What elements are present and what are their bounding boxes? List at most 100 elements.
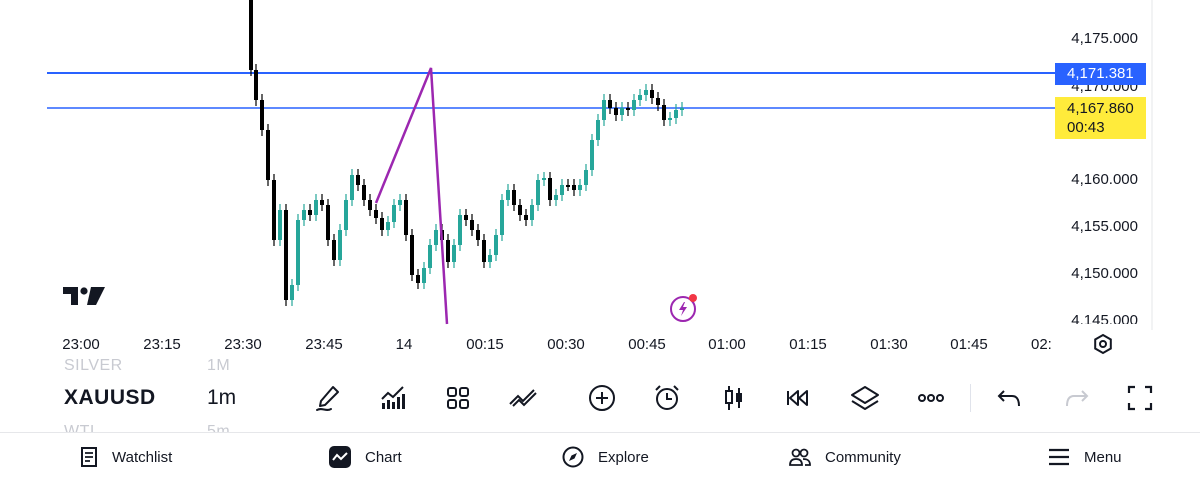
- price-axis-label: 4,150.000: [1071, 265, 1138, 282]
- time-axis-label: 14: [395, 336, 413, 353]
- candle-body: [296, 220, 300, 285]
- candle-body: [464, 215, 468, 220]
- time-axis-label: 00:45: [628, 336, 666, 353]
- candle-body: [249, 0, 253, 70]
- undo-icon[interactable]: [994, 382, 1026, 414]
- candle-body: [674, 110, 678, 118]
- layers-icon[interactable]: [849, 382, 881, 414]
- time-axis-label: 23:00: [62, 336, 100, 353]
- nav-watchlist-label: Watchlist: [112, 448, 173, 466]
- candle-body: [266, 130, 270, 180]
- horizontal-line-price-tag[interactable]: 4,171.381: [1055, 63, 1146, 85]
- candle-body: [344, 200, 348, 230]
- nav-chart[interactable]: Chart: [329, 433, 402, 481]
- layouts-icon[interactable]: [442, 382, 474, 414]
- candle-body: [338, 230, 342, 260]
- time-axis-label: 01:15: [789, 336, 827, 353]
- candle-body: [560, 185, 564, 195]
- candle-body: [302, 210, 306, 220]
- candle-body: [410, 235, 414, 275]
- time-axis-label: 23:15: [143, 336, 181, 353]
- candle-body: [608, 100, 612, 108]
- candle-body: [638, 95, 642, 100]
- menu-icon: [1049, 448, 1069, 466]
- candle-body: [572, 185, 576, 190]
- candle-style-icon[interactable]: [718, 382, 750, 414]
- price-chart[interactable]: [0, 0, 1200, 330]
- candle-body: [578, 185, 582, 190]
- time-axis-label: 23:30: [224, 336, 262, 353]
- candle-body: [386, 222, 390, 230]
- candle-body: [566, 185, 570, 187]
- pencil-icon[interactable]: [313, 382, 345, 414]
- candle-body: [284, 210, 288, 300]
- symbol-selector[interactable]: XAUUSD: [64, 386, 156, 409]
- watchlist-prev-symbol[interactable]: SILVER: [64, 358, 123, 374]
- redo-icon[interactable]: [1060, 382, 1092, 414]
- alert-clock-icon[interactable]: [651, 382, 683, 414]
- candle-body: [644, 90, 648, 95]
- last-price: 4,167.860: [1067, 100, 1134, 117]
- candle-body: [356, 175, 360, 185]
- price-axis-label: 4,160.000: [1071, 171, 1138, 188]
- candle-body: [554, 195, 558, 200]
- watchlist-prev-interval: 1M: [207, 358, 231, 374]
- candle-body: [476, 230, 480, 240]
- candle-body: [332, 240, 336, 260]
- interval-selector[interactable]: 1m: [207, 386, 237, 409]
- candle-body: [680, 108, 684, 110]
- candle-body: [254, 70, 258, 100]
- candle-body: [500, 200, 504, 235]
- bar-countdown: 00:43: [1067, 119, 1105, 136]
- candle-body: [374, 210, 378, 218]
- candle-body: [518, 205, 522, 215]
- nav-community[interactable]: Community: [789, 433, 901, 481]
- candle-body: [650, 90, 654, 98]
- candle-body: [398, 200, 402, 205]
- candle-body: [602, 100, 606, 120]
- compass-icon: [562, 446, 584, 468]
- candle-body: [488, 255, 492, 262]
- candle-body: [452, 245, 456, 262]
- candle-body: [620, 108, 624, 115]
- tradingview-logo: [63, 287, 105, 305]
- candle-body: [326, 205, 330, 240]
- indicators-icon[interactable]: [377, 382, 409, 414]
- time-axis-label: 00:30: [547, 336, 585, 353]
- candle-body: [536, 180, 540, 205]
- flash-icon[interactable]: [668, 292, 700, 324]
- candle-body: [350, 175, 354, 200]
- nav-explore[interactable]: Explore: [562, 433, 649, 481]
- candle-body: [428, 245, 432, 268]
- candle-body: [662, 105, 666, 120]
- candle-body: [416, 275, 420, 283]
- candle-body: [362, 185, 366, 200]
- replay-icon[interactable]: [782, 382, 814, 414]
- time-axis-label: 01:45: [950, 336, 988, 353]
- time-axis-label: 01:30: [870, 336, 908, 353]
- candle-body: [290, 285, 294, 300]
- candle-body: [470, 220, 474, 230]
- nav-watchlist[interactable]: Watchlist: [80, 433, 172, 481]
- candle-body: [494, 235, 498, 255]
- more-icon[interactable]: [915, 382, 947, 414]
- nav-menu[interactable]: Menu: [1048, 433, 1122, 481]
- toolbar-divider: [970, 384, 971, 412]
- candle-body: [632, 100, 636, 110]
- nav-explore-label: Explore: [598, 448, 649, 466]
- candle-body: [584, 170, 588, 185]
- watchlist-next-symbol[interactable]: WTI: [64, 423, 95, 432]
- candle-body: [392, 205, 396, 222]
- candle-body: [404, 200, 408, 235]
- trend-line-drawing[interactable]: [374, 67, 449, 325]
- candle-body: [422, 268, 426, 283]
- drawing-tools-icon[interactable]: [507, 382, 539, 414]
- candle-body: [506, 190, 510, 200]
- add-icon[interactable]: [586, 382, 618, 414]
- fullscreen-icon[interactable]: [1124, 382, 1156, 414]
- candle-body: [668, 118, 672, 120]
- chart-area[interactable]: 4,175.000 4,170.000 4,160.000 4,155.000 …: [0, 0, 1200, 355]
- settings-icon[interactable]: [1092, 333, 1114, 355]
- candle-body: [272, 180, 276, 240]
- price-axis-label: 4,145.000: [1071, 312, 1138, 324]
